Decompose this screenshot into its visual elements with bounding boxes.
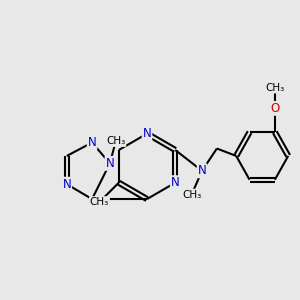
Text: CH₃: CH₃ xyxy=(106,136,125,146)
Text: N: N xyxy=(171,176,180,189)
Text: CH₃: CH₃ xyxy=(182,190,201,200)
Text: N: N xyxy=(143,127,152,140)
Text: N: N xyxy=(106,157,114,170)
Text: N: N xyxy=(88,136,96,149)
Text: CH₃: CH₃ xyxy=(90,197,109,207)
Text: N: N xyxy=(198,164,206,177)
Text: N: N xyxy=(62,178,71,191)
Text: O: O xyxy=(270,102,280,115)
Text: CH₃: CH₃ xyxy=(265,82,284,93)
